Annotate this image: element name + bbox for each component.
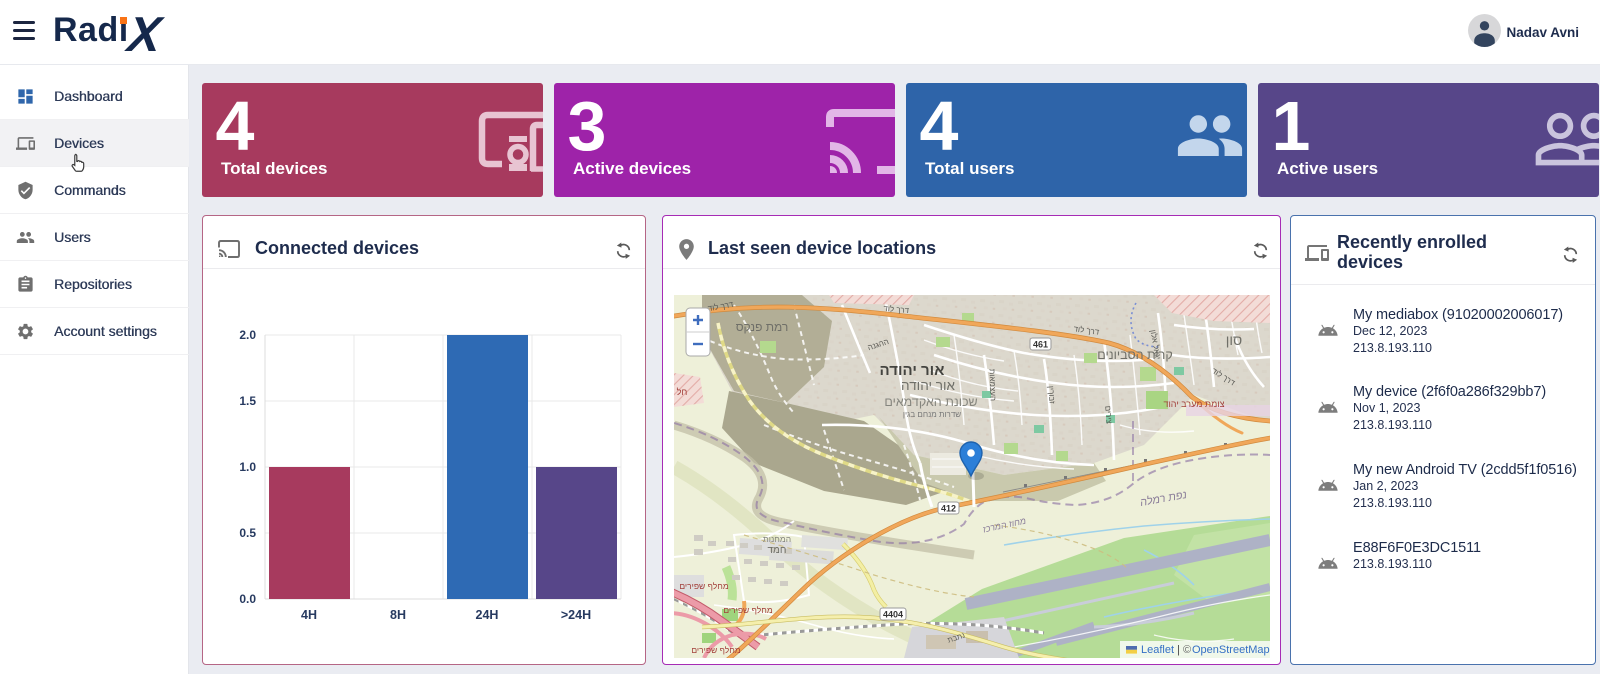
svg-text:זבוךין: זבוךין	[1046, 386, 1057, 405]
svg-text:קרית הסביונים: קרית הסביונים	[1097, 348, 1172, 362]
svg-text:Leaflet: Leaflet	[1141, 644, 1174, 656]
svg-text:>24H: >24H	[561, 608, 591, 622]
svg-text:מחלף שפירים: מחלף שפירים	[691, 645, 741, 655]
svg-text:המחנות: המחנות	[763, 534, 791, 544]
svg-text:דרך לוד: דרך לוד	[707, 300, 734, 313]
svg-text:סון: סון	[1226, 332, 1242, 348]
svg-text:מחלף שפירים: מחלף שפירים	[679, 581, 729, 591]
svg-text:|: |	[1177, 644, 1180, 656]
svg-text:צומת מערב יהוד: צומת מערב יהוד	[1163, 399, 1224, 409]
svg-text:4404: 4404	[883, 610, 903, 620]
svg-text:1.0: 1.0	[239, 460, 256, 474]
svg-text:שכונת האקדמאים: שכונת האקדמאים	[884, 395, 977, 409]
svg-text:412: 412	[941, 504, 956, 514]
svg-text:OpenStreetMap: OpenStreetMap	[1192, 644, 1270, 656]
svg-text:1.5: 1.5	[239, 394, 256, 408]
svg-text:דרך לוד: דרך לוד	[1073, 324, 1100, 337]
svg-text:4H: 4H	[301, 608, 317, 622]
svg-text:461: 461	[1033, 340, 1048, 350]
svg-text:0.0: 0.0	[239, 592, 256, 606]
svg-text:צירים: צירים	[1103, 405, 1114, 424]
svg-text:מחלף שפירים: מחלף שפירים	[723, 605, 773, 615]
svg-text:העצמאות: העצמאות	[987, 369, 997, 402]
svg-text:חמד: חמד	[768, 545, 787, 556]
svg-text:דרך לוד: דרך לוד	[883, 304, 910, 315]
svg-text:אור יהודה: אור יהודה	[901, 378, 955, 393]
svg-text:2.0: 2.0	[239, 328, 256, 342]
svg-text:אור יהודה: אור יהודה	[880, 362, 945, 379]
svg-text:8H: 8H	[390, 608, 406, 622]
svg-text:רמת פנקס: רמת פנקס	[736, 320, 789, 334]
svg-text:24H: 24H	[476, 608, 499, 622]
svg-text:©: ©	[1183, 644, 1191, 656]
svg-text:שדרות מנחם בגין: שדרות מנחם בגין	[903, 410, 961, 419]
svg-text:0.5: 0.5	[239, 526, 256, 540]
svg-text:חל: חל	[677, 387, 688, 397]
